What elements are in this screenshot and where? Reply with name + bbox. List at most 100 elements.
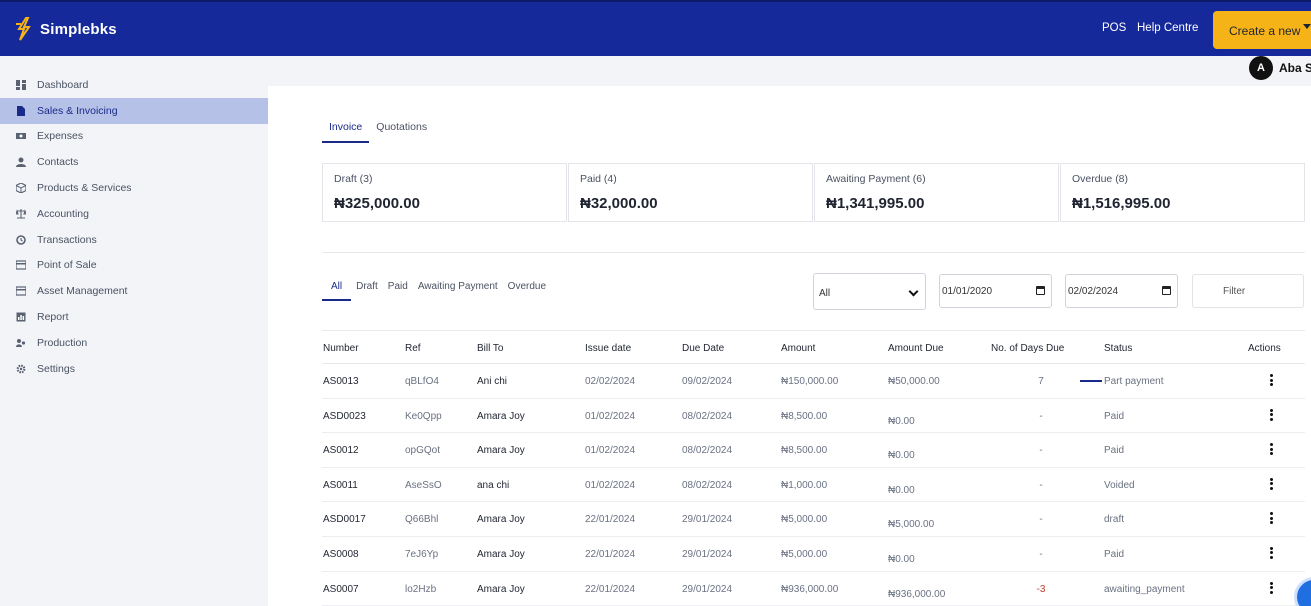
sidebar-item-contacts[interactable]: Contacts <box>0 149 268 175</box>
cell-status: Paid <box>1104 548 1125 560</box>
cell-ref: 7eJ6Yp <box>405 548 439 560</box>
sidebar-item-transactions[interactable]: Transactions <box>0 227 268 253</box>
cell-amount: ₦8,500.00 <box>781 445 828 457</box>
status-filter-tabs: All Draft Paid Awaiting Payment Overdue <box>322 279 551 301</box>
column-header: Due Date <box>682 343 725 354</box>
sidebar-item-accounting[interactable]: Accounting <box>0 201 268 227</box>
filter-tab-draft[interactable]: Draft <box>356 281 378 292</box>
invoice-table: Number Ref Bill To Issue date Due Date A… <box>322 330 1305 606</box>
avatar[interactable]: A <box>1249 56 1273 80</box>
cell-days-due: 7 <box>1038 376 1044 387</box>
sidebar-item-production[interactable]: Production <box>0 330 268 356</box>
more-actions-icon[interactable] <box>1270 408 1273 421</box>
summary-card-draft[interactable]: Draft (3) ₦325,000.00 <box>322 163 567 222</box>
more-actions-icon[interactable] <box>1270 443 1273 456</box>
cell-days-due: - <box>1039 514 1043 526</box>
more-actions-icon[interactable] <box>1270 546 1273 559</box>
filter-tab-overdue[interactable]: Overdue <box>507 281 547 292</box>
cell-number[interactable]: ASD0023 <box>323 410 366 422</box>
cell-amount: ₦1,000.00 <box>781 479 828 491</box>
cell-amount-due: ₦0.00 <box>888 484 915 496</box>
cell-number[interactable]: AS0013 <box>323 376 359 387</box>
cell-days-due: - <box>1039 445 1043 457</box>
cell-number[interactable]: AS0008 <box>323 548 359 560</box>
dashboard-icon <box>16 79 26 90</box>
cell-issue-date: 22/01/2024 <box>585 514 636 526</box>
table-row[interactable]: ASD0023 Ke0Qpp Amara Joy 01/02/2024 08/02/20… <box>322 399 1305 434</box>
table-row[interactable]: AS0011 AseSsO ana chi 01/02/2024 08/02/2024 ₦… <box>322 468 1305 503</box>
cell-days-due: - <box>1039 410 1043 422</box>
cell-issue-date: 01/02/2024 <box>585 410 636 422</box>
create-new-button[interactable]: Create a new <box>1213 11 1311 49</box>
sidebar-item-settings[interactable]: Settings <box>0 356 268 382</box>
date-to-value: 02/02/2024 <box>1068 286 1119 297</box>
column-header: No. of Days Due <box>991 343 1065 354</box>
more-actions-icon[interactable] <box>1270 581 1273 594</box>
sidebar-item-products-services[interactable]: Products & Services <box>0 175 268 201</box>
date-to-input[interactable]: 02/02/2024 <box>1065 274 1178 308</box>
top-bar: Simplebks POS Help Centre Create a new <box>0 0 1311 56</box>
pos-link[interactable]: POS <box>1102 22 1127 34</box>
create-new-label: Create a new <box>1229 24 1301 38</box>
table-row[interactable]: AS0007 lo2Hzb Amara Joy 22/01/2024 29/01/202… <box>322 572 1305 606</box>
chevron-down-icon[interactable] <box>1303 24 1311 29</box>
summary-card-label: Overdue (8) <box>1072 173 1129 185</box>
filter-button-label: Filter <box>1223 286 1246 297</box>
sidebar-item-label: Transactions <box>37 233 97 246</box>
cell-status: Part payment <box>1104 376 1164 387</box>
calendar-icon[interactable] <box>1036 286 1045 295</box>
sidebar: Dashboard Sales & Invoicing Expenses Con… <box>0 72 268 382</box>
cell-issue-date: 02/02/2024 <box>585 376 636 387</box>
money-icon <box>16 131 26 141</box>
column-header: Actions <box>1248 343 1281 354</box>
gear-icon <box>16 364 26 374</box>
help-centre-link[interactable]: Help Centre <box>1137 22 1199 34</box>
summary-card-value: ₦1,341,995.00 <box>826 195 925 212</box>
cell-number[interactable]: AS0007 <box>323 583 359 595</box>
sidebar-item-report[interactable]: Report <box>0 304 268 330</box>
filter-button[interactable]: Filter <box>1192 274 1304 308</box>
cell-bill-to: Ani chi <box>477 376 508 387</box>
cell-status: Paid <box>1104 410 1125 422</box>
sidebar-item-dashboard[interactable]: Dashboard <box>0 72 268 98</box>
sidebar-item-label: Accounting <box>37 207 89 220</box>
summary-card-awaiting[interactable]: Awaiting Payment (6) ₦1,341,995.00 <box>814 163 1059 222</box>
summary-card-value: ₦32,000.00 <box>580 195 658 212</box>
logo[interactable]: Simplebks <box>12 16 117 42</box>
tab-quotations[interactable]: Quotations <box>376 121 428 133</box>
table-row[interactable]: AS0013 qBLfO4 Ani chi 02/02/2024 09/02/2024 ₦… <box>322 364 1305 399</box>
user-name[interactable]: Aba S <box>1279 61 1311 75</box>
user-menu[interactable]: A Aba S <box>1249 56 1311 80</box>
cell-number[interactable]: AS0012 <box>323 445 359 457</box>
cell-amount: ₦5,000.00 <box>781 548 828 560</box>
filter-tab-all[interactable]: All <box>322 279 352 301</box>
filter-tab-paid[interactable]: Paid <box>387 281 408 292</box>
more-actions-icon[interactable] <box>1270 374 1273 386</box>
sidebar-item-expenses[interactable]: Expenses <box>0 124 268 150</box>
cell-number[interactable]: AS0011 <box>323 479 358 491</box>
filter-tab-awaiting-payment[interactable]: Awaiting Payment <box>417 281 498 292</box>
summary-card-paid[interactable]: Paid (4) ₦32,000.00 <box>568 163 813 222</box>
calendar-icon[interactable] <box>1162 286 1171 295</box>
date-from-input[interactable]: 01/01/2020 <box>939 274 1052 308</box>
sidebar-item-asset-management[interactable]: Asset Management <box>0 278 268 304</box>
sidebar-item-sales-invoicing[interactable]: Sales & Invoicing <box>0 97 268 124</box>
summary-card-label: Paid (4) <box>580 173 617 185</box>
more-actions-icon[interactable] <box>1270 512 1273 525</box>
cell-due-date: 08/02/2024 <box>682 479 733 491</box>
cell-issue-date: 01/02/2024 <box>585 445 636 457</box>
status-select[interactable]: All <box>813 273 926 310</box>
column-header: Status <box>1104 343 1133 354</box>
table-row[interactable]: ASD0017 Q66Bhl Amara Joy 22/01/2024 29/01/20… <box>322 502 1305 537</box>
column-header: Amount Due <box>888 343 944 354</box>
summary-card-overdue[interactable]: Overdue (8) ₦1,516,995.00 <box>1060 163 1305 222</box>
cell-bill-to: Amara Joy <box>477 514 525 526</box>
table-row[interactable]: AS0008 7eJ6Yp Amara Joy 22/01/2024 29/01/202… <box>322 537 1305 572</box>
sidebar-item-point-of-sale[interactable]: Point of Sale <box>0 253 268 279</box>
summary-card-value: ₦1,516,995.00 <box>1072 195 1171 212</box>
tab-invoice[interactable]: Invoice <box>322 119 370 143</box>
more-actions-icon[interactable] <box>1270 477 1273 490</box>
cell-bill-to: ana chi <box>477 479 510 491</box>
table-row[interactable]: AS0012 opGQot Amara Joy 01/02/2024 08/02/202… <box>322 433 1305 468</box>
cell-number[interactable]: ASD0017 <box>323 514 366 526</box>
